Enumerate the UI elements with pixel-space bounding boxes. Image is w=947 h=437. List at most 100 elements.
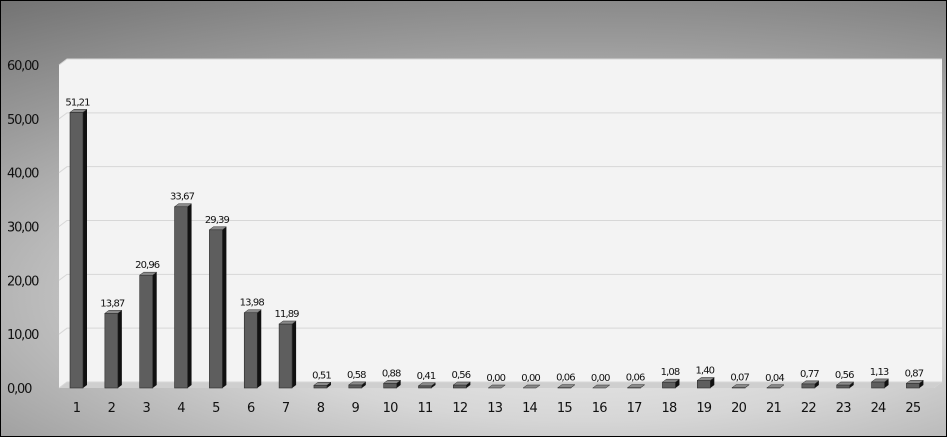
bar-side [117, 310, 122, 388]
bar-top [173, 203, 193, 207]
data-label: 29,39 [205, 215, 230, 226]
gridlines [58, 58, 942, 389]
x-tick-label: 12 [452, 401, 467, 416]
bar [870, 378, 890, 389]
data-label: 0,56 [835, 370, 854, 381]
data-label: 0,07 [730, 373, 749, 384]
x-axis: 1 2 3 4 5 6 7 8 9 10 11 12 13 14 15 16 17 18 19 20 21 22 23 24 2… [73, 401, 922, 416]
data-label: 0,06 [556, 373, 575, 384]
data-label: 1,08 [661, 367, 680, 378]
bar [69, 109, 88, 389]
bar-front [418, 385, 432, 389]
data-label: 13,87 [100, 298, 125, 309]
x-tick-label: 14 [522, 401, 537, 416]
data-label: 20,96 [135, 260, 160, 271]
bar-top [348, 381, 367, 386]
gridline [58, 112, 942, 120]
x-tick-label: 1 [73, 401, 81, 416]
x-tick-label: 3 [142, 401, 150, 416]
bar-top [243, 309, 262, 313]
data-label: 0,04 [765, 373, 784, 384]
x-tick-label: 20 [731, 401, 746, 416]
bar-side [919, 380, 924, 388]
y-tick-label: 40,00 [7, 167, 39, 182]
data-label: 0,00 [521, 373, 540, 384]
bar-front [243, 312, 258, 389]
bar-front [209, 229, 223, 389]
bar-front [906, 383, 920, 389]
bar-top [626, 384, 646, 388]
bar-front [696, 380, 711, 389]
bar-side [814, 380, 819, 388]
bar [208, 226, 228, 389]
bar-front [139, 274, 153, 389]
bar-side [466, 381, 471, 388]
bar [452, 381, 472, 389]
bar [382, 380, 402, 389]
gridline [58, 220, 942, 227]
bar-side [361, 381, 366, 388]
bars [69, 109, 925, 389]
data-label: 33,67 [170, 192, 195, 203]
y-axis: 0,00 10,00 20,00 30,00 40,00 50,00 60,00 [7, 59, 40, 397]
gridline [58, 166, 942, 174]
bar-side [396, 380, 401, 388]
y-tick-label: 10,00 [7, 328, 39, 343]
data-label: 0,00 [486, 373, 505, 384]
bar [487, 384, 506, 389]
bar [138, 271, 158, 389]
data-label: 0,77 [800, 369, 819, 380]
x-tick-label: 17 [627, 401, 642, 416]
bar-front [313, 384, 328, 389]
bar-top [69, 109, 88, 113]
bar-side [326, 382, 331, 388]
bar-top [835, 381, 855, 386]
bar-front [836, 384, 851, 389]
bar [905, 380, 925, 389]
bar-top [592, 384, 611, 389]
data-label: 0,58 [347, 370, 366, 381]
data-label: 0,00 [591, 373, 610, 384]
bar [313, 382, 332, 389]
data-label: 0,06 [626, 373, 645, 384]
x-tick-label: 22 [801, 401, 816, 416]
bar [626, 384, 646, 389]
x-tick-label: 25 [905, 401, 920, 416]
x-tick-label: 23 [836, 401, 851, 416]
bar [278, 320, 297, 389]
bar [731, 384, 750, 389]
y-tick-label: 50,00 [7, 113, 39, 128]
x-tick-label: 10 [383, 401, 398, 416]
bar-front [348, 384, 363, 389]
bar-top [801, 380, 820, 385]
bar-front [453, 384, 467, 389]
bar-top [766, 384, 785, 389]
bar [243, 309, 262, 389]
bar-top [452, 381, 472, 386]
gridline [58, 381, 942, 389]
bar-front [662, 381, 676, 389]
plot-wall [59, 59, 942, 388]
x-tick-label: 5 [212, 401, 220, 416]
bar-top [557, 384, 576, 388]
x-tick-label: 13 [487, 401, 502, 416]
bar-top [417, 382, 437, 387]
x-tick-label: 24 [871, 401, 886, 416]
gridline [58, 327, 942, 335]
bar-side [431, 382, 436, 388]
bar-front [69, 112, 84, 389]
bar-side [710, 377, 715, 388]
data-label: 1,13 [870, 367, 889, 378]
bar-top [382, 380, 402, 384]
x-tick-label: 9 [352, 401, 360, 416]
x-tick-label: 15 [557, 401, 572, 416]
bar [801, 380, 820, 389]
data-label: 51,21 [65, 97, 90, 108]
bar-top [208, 226, 228, 231]
gridline [58, 58, 942, 66]
data-label: 0,41 [417, 371, 436, 382]
y-tick-label: 0,00 [7, 382, 32, 397]
y-tick-label: 30,00 [7, 221, 39, 236]
y-tick-label: 60,00 [7, 59, 39, 74]
bar [522, 384, 541, 389]
